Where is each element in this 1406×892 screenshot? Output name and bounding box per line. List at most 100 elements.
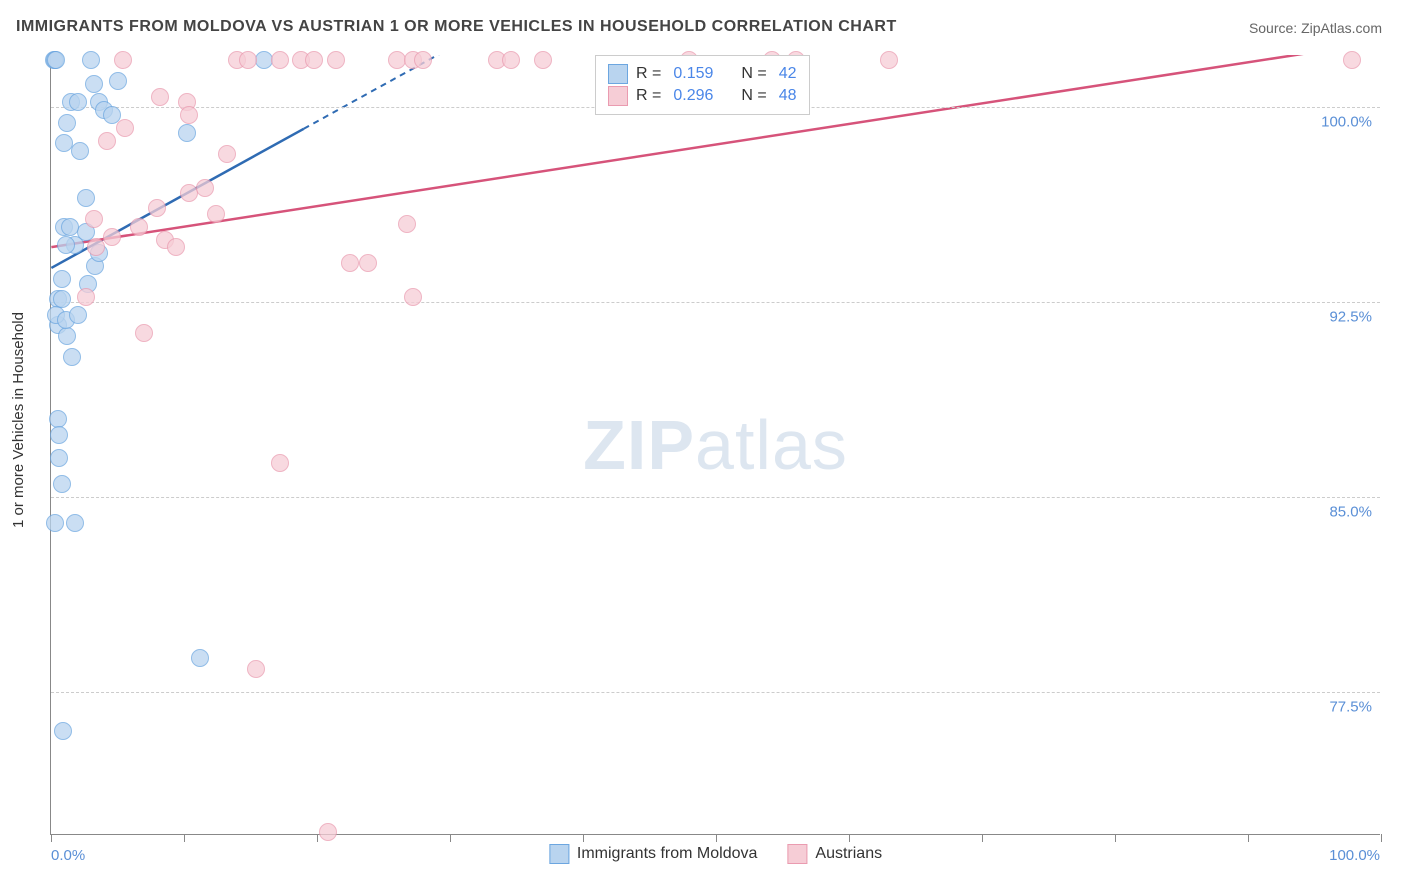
data-point	[178, 124, 196, 142]
data-point	[71, 142, 89, 160]
bottom-legend: Immigrants from Moldova Austrians	[549, 844, 882, 864]
n-value-austrians: 48	[779, 87, 797, 105]
data-point	[63, 348, 81, 366]
data-point	[404, 288, 422, 306]
data-point	[109, 72, 127, 90]
legend-label-moldova: Immigrants from Moldova	[577, 845, 758, 863]
data-point	[167, 238, 185, 256]
data-point	[77, 189, 95, 207]
data-point	[135, 324, 153, 342]
gridline	[51, 692, 1380, 693]
legend-swatch-austrians	[787, 844, 807, 864]
data-point	[46, 514, 64, 532]
data-point	[53, 270, 71, 288]
x-axis-min-label: 0.0%	[51, 847, 85, 864]
data-point	[103, 228, 121, 246]
data-point	[239, 51, 257, 69]
x-tick	[51, 834, 52, 842]
x-tick	[849, 834, 850, 842]
legend-item-austrians: Austrians	[787, 844, 882, 864]
data-point	[54, 722, 72, 740]
legend-swatch-icon	[608, 86, 628, 106]
x-tick	[583, 834, 584, 842]
correlation-legend-box: R = 0.159 N = 42 R = 0.296 N = 48	[595, 55, 810, 115]
y-tick-label: 77.5%	[1329, 699, 1372, 716]
data-point	[218, 145, 236, 163]
x-tick	[1381, 834, 1382, 842]
x-tick	[1115, 834, 1116, 842]
data-point	[114, 51, 132, 69]
data-point	[77, 288, 95, 306]
y-tick-label: 85.0%	[1329, 504, 1372, 521]
legend-swatch-icon	[608, 64, 628, 84]
r-value-moldova: 0.159	[673, 65, 713, 83]
r-label: R =	[636, 65, 661, 83]
data-point	[1343, 51, 1361, 69]
data-point	[398, 215, 416, 233]
data-point	[58, 114, 76, 132]
legend-row-moldova: R = 0.159 N = 42	[608, 64, 797, 84]
data-point	[534, 51, 552, 69]
data-point	[271, 51, 289, 69]
data-point	[247, 660, 265, 678]
y-tick-label: 92.5%	[1329, 309, 1372, 326]
trend-lines-layer	[51, 55, 1380, 834]
y-axis-title: 1 or more Vehicles in Household	[10, 312, 27, 528]
data-point	[880, 51, 898, 69]
y-tick-label: 100.0%	[1321, 114, 1372, 131]
data-point	[82, 51, 100, 69]
data-point	[130, 218, 148, 236]
data-point	[196, 179, 214, 197]
data-point	[57, 236, 75, 254]
r-value-austrians: 0.296	[673, 87, 713, 105]
gridline	[51, 497, 1380, 498]
x-tick	[716, 834, 717, 842]
data-point	[319, 823, 337, 841]
data-point	[148, 199, 166, 217]
data-point	[414, 51, 432, 69]
data-point	[66, 514, 84, 532]
x-tick	[184, 834, 185, 842]
chart-title: IMMIGRANTS FROM MOLDOVA VS AUSTRIAN 1 OR…	[16, 18, 897, 36]
data-point	[327, 51, 345, 69]
x-tick	[317, 834, 318, 842]
data-point	[69, 306, 87, 324]
data-point	[58, 327, 76, 345]
legend-row-austrians: R = 0.296 N = 48	[608, 86, 797, 106]
x-tick	[982, 834, 983, 842]
x-tick	[450, 834, 451, 842]
data-point	[191, 649, 209, 667]
legend-item-moldova: Immigrants from Moldova	[549, 844, 758, 864]
x-tick	[1248, 834, 1249, 842]
scatter-plot-area: ZIPatlas 0.0% 100.0% Immigrants from Mol…	[50, 55, 1380, 835]
data-point	[502, 51, 520, 69]
data-point	[271, 454, 289, 472]
data-point	[341, 254, 359, 272]
data-point	[69, 93, 87, 111]
data-point	[116, 119, 134, 137]
n-label: N =	[741, 65, 766, 83]
source-attribution: Source: ZipAtlas.com	[1249, 20, 1382, 36]
legend-swatch-moldova	[549, 844, 569, 864]
data-point	[98, 132, 116, 150]
data-point	[85, 210, 103, 228]
data-point	[359, 254, 377, 272]
data-point	[180, 106, 198, 124]
data-point	[50, 449, 68, 467]
gridline	[51, 302, 1380, 303]
data-point	[151, 88, 169, 106]
data-point	[305, 51, 323, 69]
n-value-moldova: 42	[779, 65, 797, 83]
data-point	[207, 205, 225, 223]
watermark: ZIPatlas	[583, 405, 848, 485]
data-point	[85, 75, 103, 93]
data-point	[53, 475, 71, 493]
x-axis-max-label: 100.0%	[1329, 847, 1380, 864]
data-point	[61, 218, 79, 236]
n-label: N =	[741, 87, 766, 105]
data-point	[47, 51, 65, 69]
legend-label-austrians: Austrians	[815, 845, 882, 863]
data-point	[87, 238, 105, 256]
data-point	[50, 426, 68, 444]
r-label: R =	[636, 87, 661, 105]
